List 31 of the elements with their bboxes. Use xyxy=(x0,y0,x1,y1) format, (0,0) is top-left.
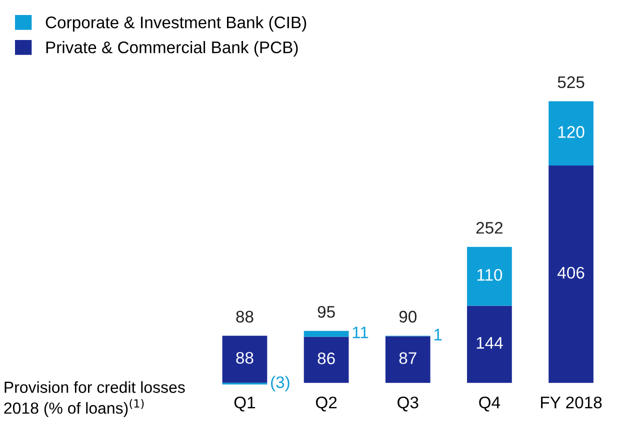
data-label: 87 xyxy=(399,352,416,364)
bar xyxy=(304,336,349,383)
x-tick-label: Q3 xyxy=(398,396,418,412)
data-label: 110 xyxy=(477,268,502,281)
bar xyxy=(467,306,512,383)
bar xyxy=(467,246,512,306)
data-label: 11 xyxy=(352,326,368,338)
text: Provision for credit losses 2018 (% of loans)$^{(1)}$ xyxy=(4,381,185,417)
annotation: 252 xyxy=(476,222,503,234)
bar xyxy=(385,336,430,383)
data-label: 86 xyxy=(318,352,335,364)
legend-label: Private & Commercial Bank (PCB) xyxy=(46,41,298,57)
annotation: 88 xyxy=(236,310,254,323)
legend-label: Corporate & Investment Bank (CIB) xyxy=(46,16,306,32)
bar xyxy=(304,330,349,337)
annotation: 525 xyxy=(558,76,584,88)
annotation: 90 xyxy=(399,310,416,323)
x-tick-label: Q4 xyxy=(479,396,500,412)
data-label: 88 xyxy=(236,352,254,364)
bar xyxy=(222,336,268,383)
data-label: 120 xyxy=(558,126,584,138)
data-label: 1 xyxy=(434,328,442,340)
x-tick-label: Q2 xyxy=(316,396,337,412)
bar xyxy=(548,166,594,383)
bar xyxy=(548,101,594,166)
data-label: 144 xyxy=(476,337,503,349)
data-label: (3) xyxy=(271,376,290,392)
x-tick-label: Q1 xyxy=(234,396,256,412)
annotation: 95 xyxy=(318,306,335,318)
x-tick-label: FY 2018 xyxy=(541,396,602,408)
data-label: 406 xyxy=(558,266,584,279)
